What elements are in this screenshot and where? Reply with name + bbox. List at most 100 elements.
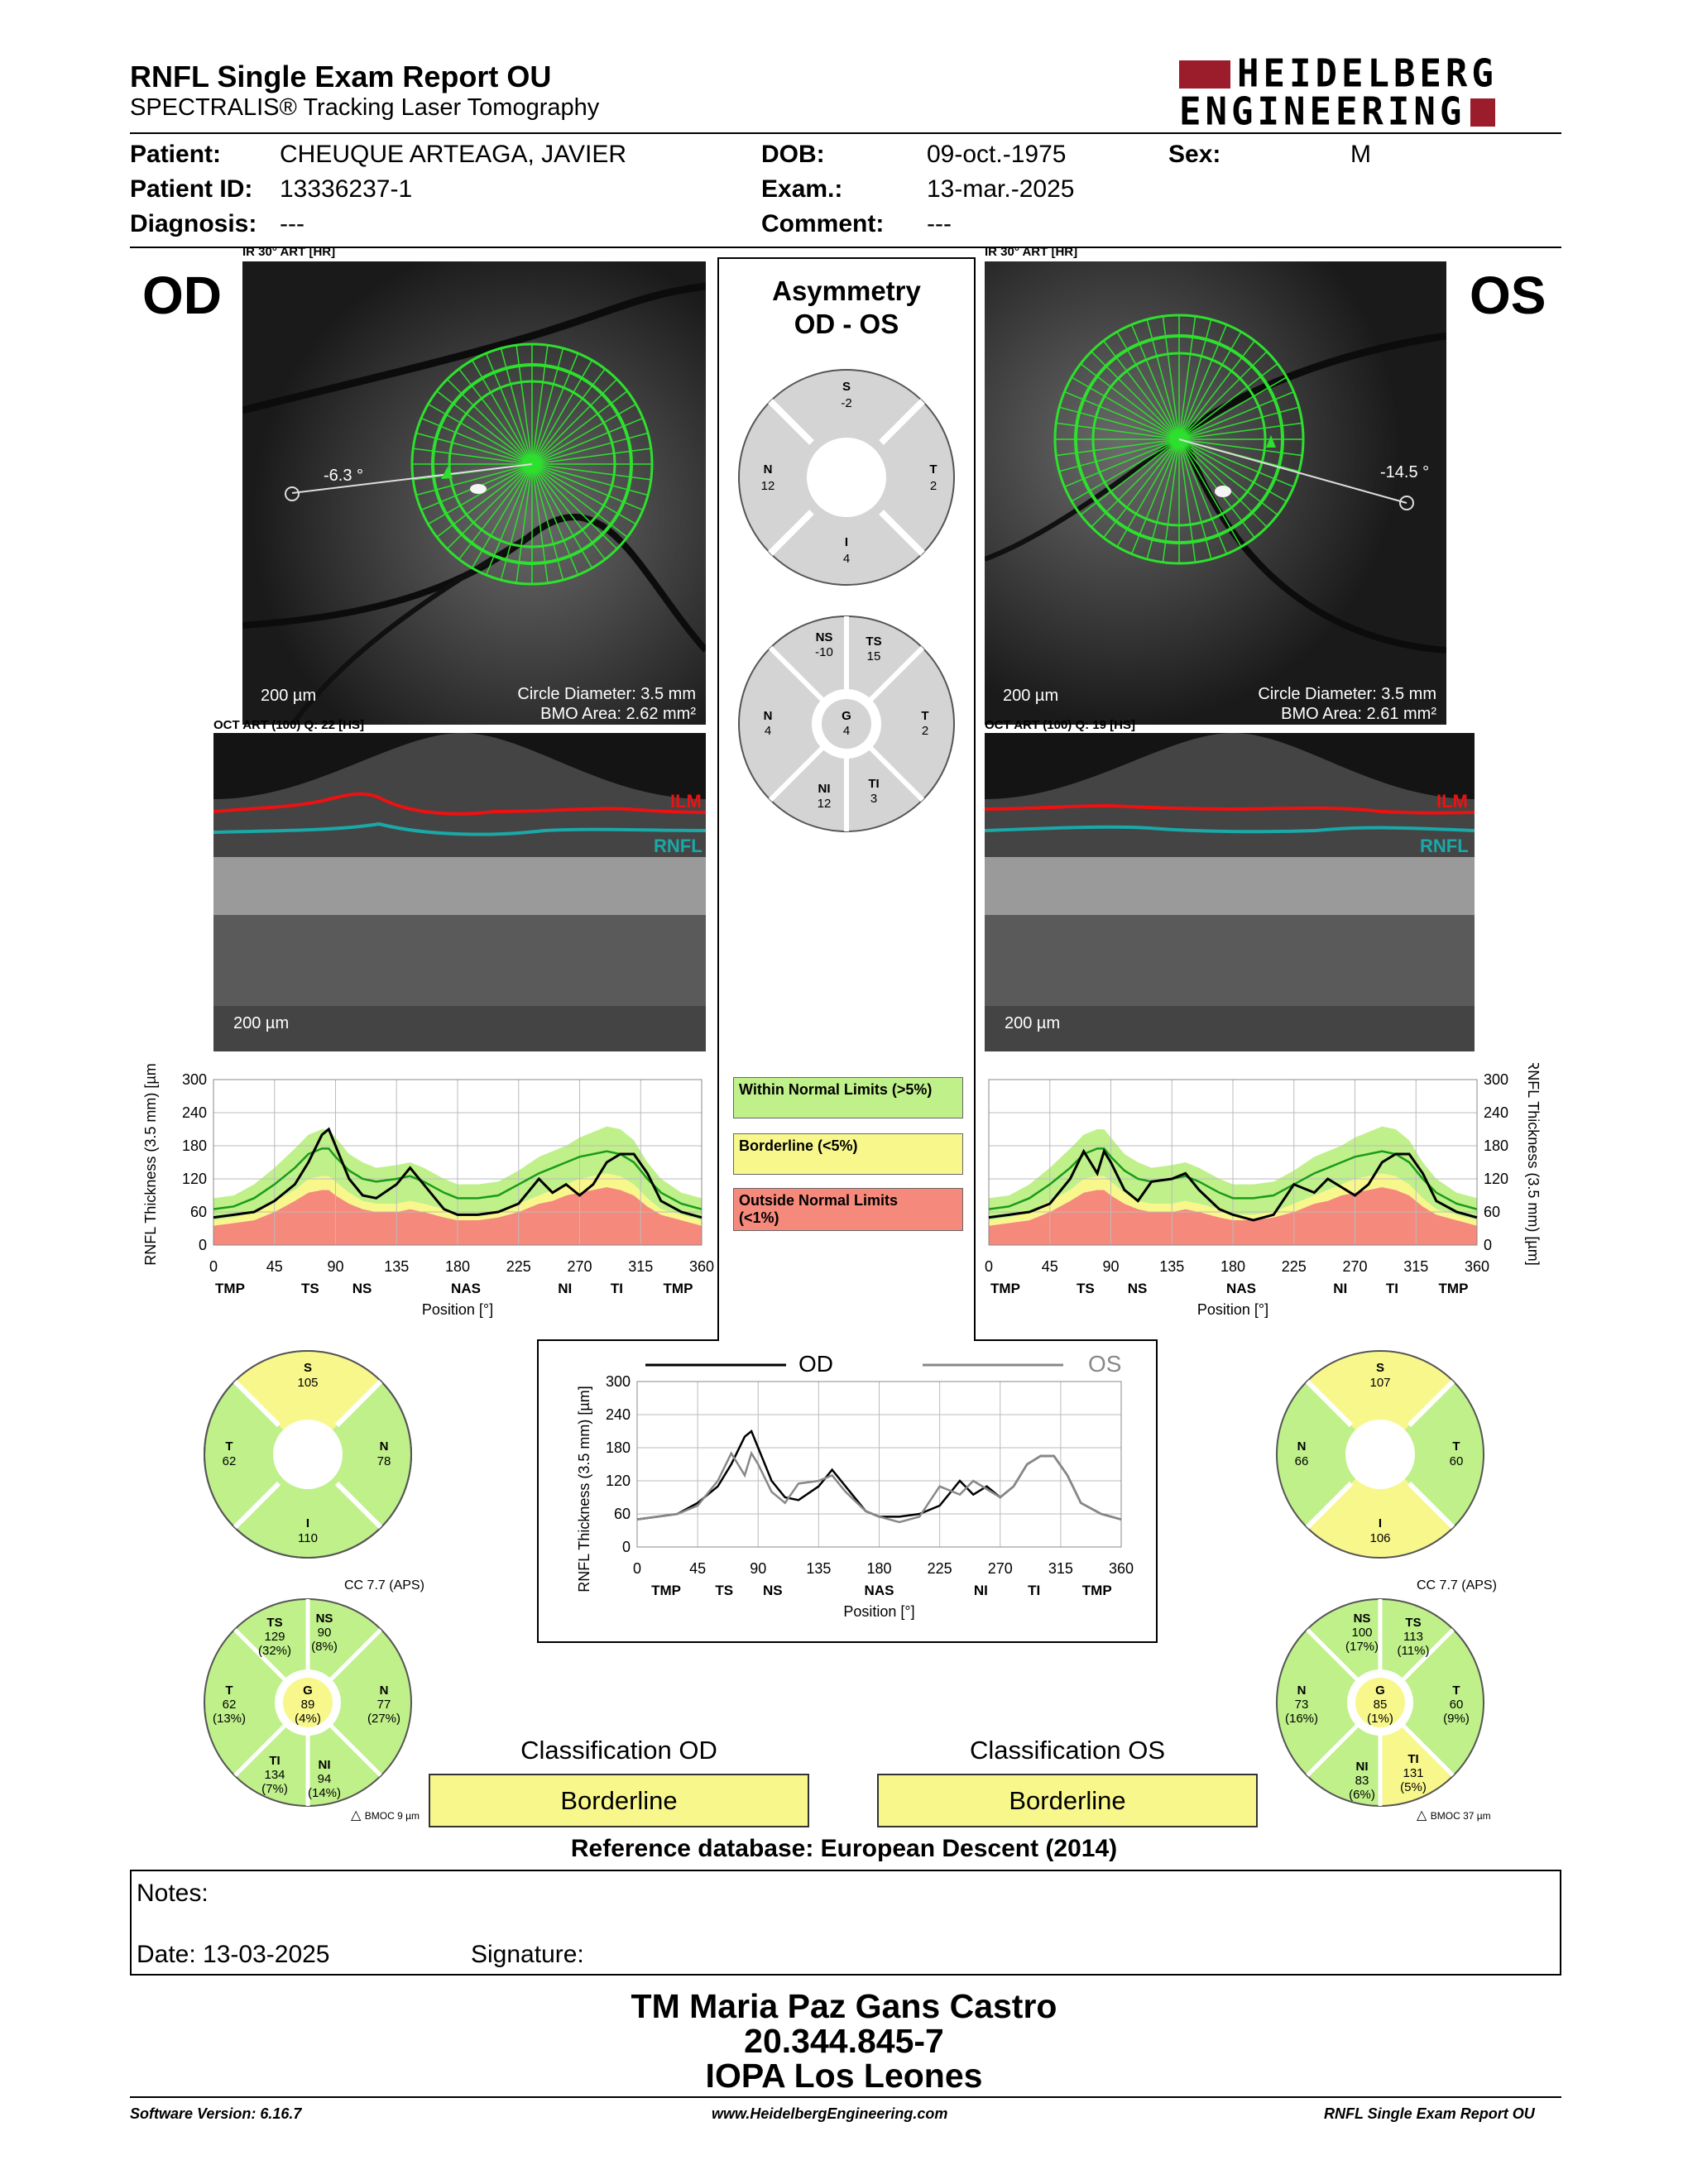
classification-od-title: Classification OD xyxy=(520,1736,717,1765)
y-tick-label: 240 xyxy=(606,1406,631,1423)
scan-spoke xyxy=(531,352,579,465)
x-tick-label: 135 xyxy=(384,1258,409,1275)
asym-s-value: -2 xyxy=(841,396,851,410)
asym-t6-value: 2 xyxy=(922,724,928,738)
od-s-ns-pct: (8%) xyxy=(311,1640,338,1654)
comment-value: --- xyxy=(927,210,952,237)
x-axis-label: Position [°] xyxy=(843,1603,914,1620)
od-s-n-label: N xyxy=(380,1684,389,1698)
asymmetry-title: Asymmetry OD - OS xyxy=(718,275,975,341)
os-q-s-label: S xyxy=(1376,1361,1384,1375)
legend-onl-line-1: Outside Normal Limits xyxy=(739,1192,899,1209)
scan-spoke xyxy=(516,463,533,583)
scan-spoke xyxy=(531,463,649,496)
classification-od-box: Borderline xyxy=(429,1774,809,1827)
scan-spoke xyxy=(1178,324,1228,440)
x-tick-label: 315 xyxy=(628,1258,653,1275)
scan-spoke xyxy=(428,403,533,465)
od-ir-caption: IR 30° ART [HR] xyxy=(242,245,336,259)
x-tick-label: 360 xyxy=(1465,1258,1489,1275)
scan-spoke xyxy=(1080,438,1180,515)
os-oct-scale: 200 µm xyxy=(1005,1014,1061,1032)
od-s-ns-value: 90 xyxy=(318,1626,332,1640)
scan-spoke xyxy=(531,347,564,465)
od-s-ts-pct: (32%) xyxy=(258,1644,291,1658)
asym-t-value: 2 xyxy=(930,479,937,493)
os-s-g-label: G xyxy=(1375,1684,1385,1698)
y-tick-label: 300 xyxy=(182,1071,207,1088)
od-oct-drawing xyxy=(213,733,706,1051)
scan-spoke xyxy=(1162,438,1180,563)
legend-od-label: OD xyxy=(798,1351,833,1377)
od-circle-diameter: Circle Diameter: 3.5 mm xyxy=(517,685,696,703)
asym-ti-value: 3 xyxy=(870,792,877,806)
od-rnfl-label: RNFL xyxy=(654,836,703,856)
scan-spoke xyxy=(471,463,533,568)
asym-ns-label: NS xyxy=(816,630,833,644)
y-axis-label: RNFL Thickness (3.5 mm) [µm] xyxy=(1525,1063,1542,1266)
x-tick-label: 135 xyxy=(1159,1258,1184,1275)
y-tick-label: 0 xyxy=(622,1539,631,1555)
od-q-s-label: S xyxy=(304,1361,312,1375)
asymmetry-quadrant-chart: S -2 T 2 N 12 I 4 xyxy=(738,369,955,586)
y-tick-label: 0 xyxy=(199,1237,207,1253)
patient-id-value: 13336237-1 xyxy=(280,175,413,203)
signature-name: TM Maria Paz Gans Castro xyxy=(631,1987,1057,2025)
y-axis-label: RNFL Thickness (3.5 mm) [µm] xyxy=(576,1386,592,1592)
os-fundus-drawing xyxy=(985,261,1446,725)
legend-onl-line-2: (<1%) xyxy=(739,1209,779,1226)
scan-spoke xyxy=(436,463,533,538)
od-s-t-value: 62 xyxy=(223,1698,237,1712)
scan-spoke xyxy=(1178,422,1302,440)
footer-website: www.HeidelbergEngineering.com xyxy=(712,2105,948,2122)
scan-spoke xyxy=(471,360,533,465)
y-tick-label: 60 xyxy=(614,1506,631,1522)
od-label: OD xyxy=(142,266,222,325)
scan-spoke xyxy=(531,345,549,465)
dob-label: DOB: xyxy=(761,141,825,168)
asym-ns-value: -10 xyxy=(815,645,833,659)
x-tick-label: 180 xyxy=(445,1258,470,1275)
od-ilm-label: ILM xyxy=(670,791,702,812)
sector-label: TS xyxy=(1077,1281,1095,1296)
diagnosis-value: --- xyxy=(280,210,305,237)
sector-label: TS xyxy=(715,1583,733,1598)
plot-frame xyxy=(213,1079,703,1246)
od-sector-chart: TS 129 (32%) NS 90 (8%) T 62 (13%) G 89 … xyxy=(204,1598,412,1807)
x-tick-label: 180 xyxy=(1220,1258,1245,1275)
od-q-t-label: T xyxy=(225,1439,233,1454)
os-s-n-pct: (16%) xyxy=(1285,1712,1318,1726)
x-tick-label: 0 xyxy=(633,1560,641,1577)
sector-label: TS xyxy=(301,1281,319,1296)
scan-spoke xyxy=(1071,376,1180,440)
scan-spoke xyxy=(1178,376,1288,440)
sector-label: TI xyxy=(611,1281,623,1296)
scan-spoke xyxy=(1116,438,1180,548)
patient-label: Patient: xyxy=(130,141,222,168)
scan-spoke xyxy=(531,360,593,465)
os-bmo-area: BMO Area: 2.61 mm² xyxy=(1281,705,1436,723)
sector-label: TMP xyxy=(990,1281,1020,1296)
scan-spoke xyxy=(531,463,644,511)
scan-spoke xyxy=(1064,438,1180,488)
sector-label: NAS xyxy=(1226,1281,1256,1296)
date-label: Date: 13-03-2025 xyxy=(137,1941,330,1968)
od-q-n-value: 78 xyxy=(377,1454,391,1468)
reference-database: Reference database: European Descent (20… xyxy=(570,1835,1118,1862)
normal-mean-line xyxy=(213,1147,703,1210)
os-s-ns-pct: (17%) xyxy=(1345,1640,1379,1654)
y-tick-label: 300 xyxy=(606,1373,631,1390)
os-q-i-value: 106 xyxy=(1369,1531,1390,1545)
sector-label: TMP xyxy=(1082,1583,1112,1598)
os-quadrant-chart: S 107 N 66 T 60 I 106 xyxy=(1276,1350,1484,1559)
scan-spoke xyxy=(500,463,533,581)
od-bmo-area: BMO Area: 2.62 mm² xyxy=(540,705,696,723)
od-s-ti-label: TI xyxy=(269,1754,280,1768)
scan-spoke xyxy=(531,432,649,465)
x-tick-label: 45 xyxy=(1042,1258,1058,1275)
classification-os-box: Borderline xyxy=(877,1774,1258,1827)
asym-ti-label: TI xyxy=(868,777,879,791)
scan-spoke xyxy=(1178,438,1294,488)
scan-spoke xyxy=(531,463,628,538)
classification-os-title: Classification OS xyxy=(969,1736,1166,1765)
